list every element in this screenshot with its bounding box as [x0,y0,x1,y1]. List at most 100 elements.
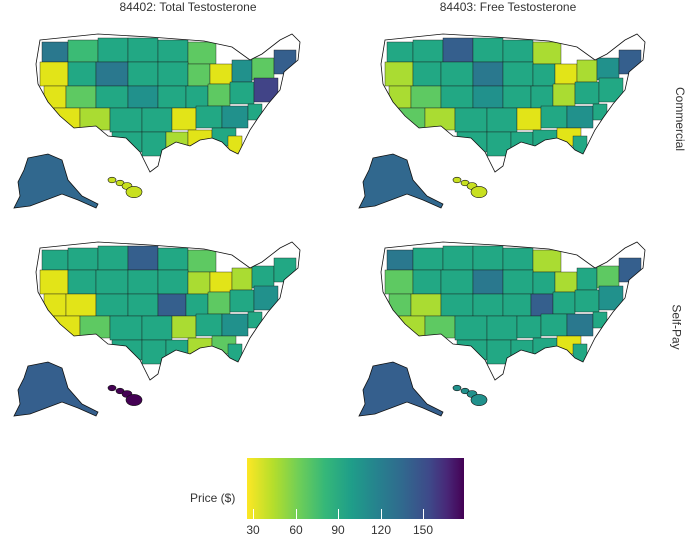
hawaii-island [125,394,143,406]
legend-title: Price ($) [190,491,236,505]
state-region [592,311,608,329]
state-region [41,41,69,63]
state-region [187,249,217,273]
state-region [554,63,578,85]
legend-tick-label: 90 [331,523,345,537]
us-outline [35,33,301,173]
us-outline [380,241,646,381]
state-region [472,293,504,317]
state-region [43,85,67,109]
hawaii-island [452,176,462,184]
state-region [171,315,197,339]
state-region [127,85,159,109]
state-region [398,107,426,129]
state-region [229,81,255,105]
map-total-commercial [0,20,330,235]
state-region [41,249,69,271]
legend-tick-label: 30 [246,523,260,537]
state-region [187,63,211,87]
state-region [187,41,217,65]
state-region [251,57,275,81]
state-region [195,105,223,129]
state-region [472,245,504,271]
state-region [596,265,620,289]
us-outline [380,33,646,173]
state-region [141,339,167,365]
state-region [53,107,81,129]
state-region [253,77,279,103]
state-region [572,135,588,161]
map-svg [358,241,646,417]
state-region [207,291,231,315]
state-region [440,85,474,109]
state-region [227,343,243,369]
state-region [388,293,412,317]
state-region [65,85,97,109]
alaska-region [358,153,444,209]
state-region [127,61,159,87]
state-region [157,293,187,317]
state-region [574,289,600,313]
state-region [516,315,542,339]
hawaii-island [470,394,488,406]
state-region [221,313,249,337]
state-region [157,247,189,271]
state-region [566,105,594,129]
state-region [65,293,97,317]
state-region [440,61,474,87]
panel-title-total-testosterone: 84402: Total Testosterone [119,0,257,14]
state-region [185,293,209,317]
hawaii-island [125,186,143,198]
state-region [442,37,474,63]
state-region [247,103,263,121]
state-region [95,85,129,109]
state-region [127,37,159,63]
hawaii-island [470,186,488,198]
state-region [618,257,642,283]
state-region [540,313,568,337]
state-region [530,293,554,317]
legend-tickmark [338,509,339,519]
state-region [386,249,414,271]
state-region [472,269,504,295]
hawaii-island [452,384,462,392]
state-region [127,269,159,295]
legend-tickmark [253,509,254,519]
state-region [388,85,412,109]
alaska-region [13,361,99,417]
legend-tick-label: 60 [289,523,303,537]
legend-tick-label: 120 [370,523,392,537]
legend-tickmark [381,509,382,519]
state-region [273,49,297,75]
state-region [566,313,594,337]
state-region [532,271,556,295]
state-region [53,315,81,337]
state-region [412,269,442,295]
state-region [109,107,143,133]
state-region [195,313,223,337]
state-region [410,85,442,109]
map-free-self-pay [345,228,675,443]
state-region [598,77,624,103]
state-region [247,311,263,329]
state-region [141,315,173,341]
state-region [472,61,504,87]
map-svg [358,33,646,209]
state-region [273,257,297,283]
state-region [384,269,414,295]
state-region [157,269,189,295]
state-region [412,39,444,63]
hawaii-island [107,176,117,184]
state-region [486,339,512,365]
state-region [95,61,129,87]
state-region [67,61,97,87]
legend-colorbar [247,458,464,519]
state-region [574,81,600,105]
state-region [532,249,562,273]
state-region [39,269,69,295]
state-region [253,285,279,311]
state-region [486,131,512,157]
hawaii-island [107,384,117,392]
state-region [502,61,534,87]
state-region [231,59,253,83]
